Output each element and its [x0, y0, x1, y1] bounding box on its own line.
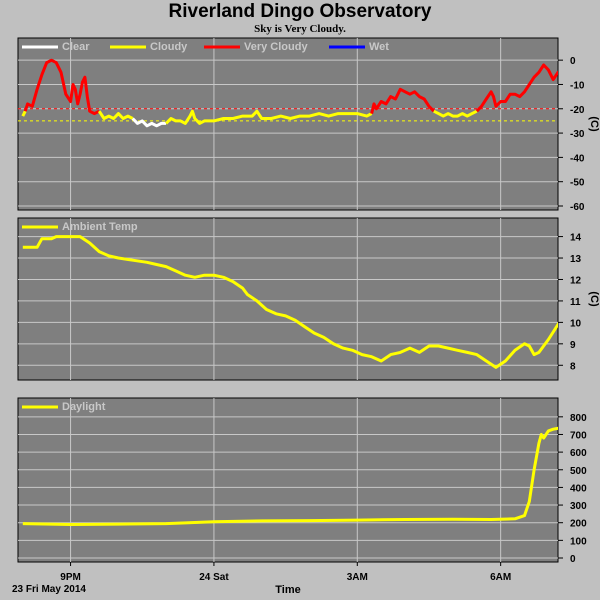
legend-label: Wet: [369, 41, 389, 53]
y-tick-label: 11: [570, 297, 581, 308]
x-tick-label: 24 Sat: [199, 572, 229, 583]
y-tick-label: -10: [570, 80, 585, 91]
series-line-segment-3: [97, 110, 134, 120]
series-line-segment-1: [21, 110, 27, 117]
y-tick-label: 600: [570, 448, 587, 459]
x-axis-title: Time: [275, 584, 300, 596]
series-line-segment-7: [433, 109, 478, 118]
y-tick-label: -30: [570, 129, 585, 140]
y-tick-label: 300: [570, 501, 587, 512]
y-tick-label: 400: [570, 483, 587, 494]
series-line-segment-2: [23, 58, 100, 116]
y-tick-label: 9: [570, 340, 576, 351]
legend-label: Daylight: [62, 401, 106, 413]
chart-subtitle: Sky is Very Cloudy.: [254, 23, 346, 35]
y-axis-label: (C): [588, 116, 600, 132]
series-line-segment-4: [131, 117, 167, 128]
series-line-segment-8: [475, 63, 558, 113]
series-line-segment-1: [22, 235, 558, 369]
legend-label: Ambient Temp: [62, 221, 138, 233]
y-tick-label: 0: [570, 554, 576, 565]
series-line-segment-5: [165, 109, 373, 125]
chart-title: Riverland Dingo Observatory: [168, 1, 432, 22]
y-tick-label: 8: [570, 361, 576, 372]
legend-label: Cloudy: [150, 41, 188, 53]
series-line-segment-1: [22, 426, 558, 526]
y-tick-label: 200: [570, 519, 587, 530]
y-tick-label: 700: [570, 430, 587, 441]
y-tick-label: 10: [570, 318, 582, 329]
x-tick-label: 6AM: [490, 572, 511, 583]
y-tick-label: -50: [570, 178, 585, 189]
y-tick-label: 0: [570, 56, 576, 67]
y-tick-label: 12: [570, 275, 582, 286]
plot-panel-1: [17, 37, 559, 211]
y-tick-label: -20: [570, 105, 585, 116]
y-tick-label: 14: [570, 233, 582, 244]
x-axis-date-label: 23 Fri May 2014: [12, 584, 86, 595]
y-axis-label: (C): [588, 291, 600, 307]
plot-panel-3: [17, 397, 559, 563]
y-tick-label: -60: [570, 202, 585, 213]
y-tick-label: -40: [570, 153, 585, 164]
x-tick-label: 9PM: [60, 572, 81, 583]
y-tick-label: 800: [570, 413, 587, 424]
series-line-segment-6: [370, 87, 435, 114]
legend-label: Very Cloudy: [244, 41, 308, 53]
y-tick-label: 100: [570, 536, 587, 547]
y-tick-label: 500: [570, 466, 587, 477]
y-tick-label: 13: [570, 254, 582, 265]
legend-label: Clear: [62, 41, 90, 53]
x-tick-label: 3AM: [347, 572, 368, 583]
